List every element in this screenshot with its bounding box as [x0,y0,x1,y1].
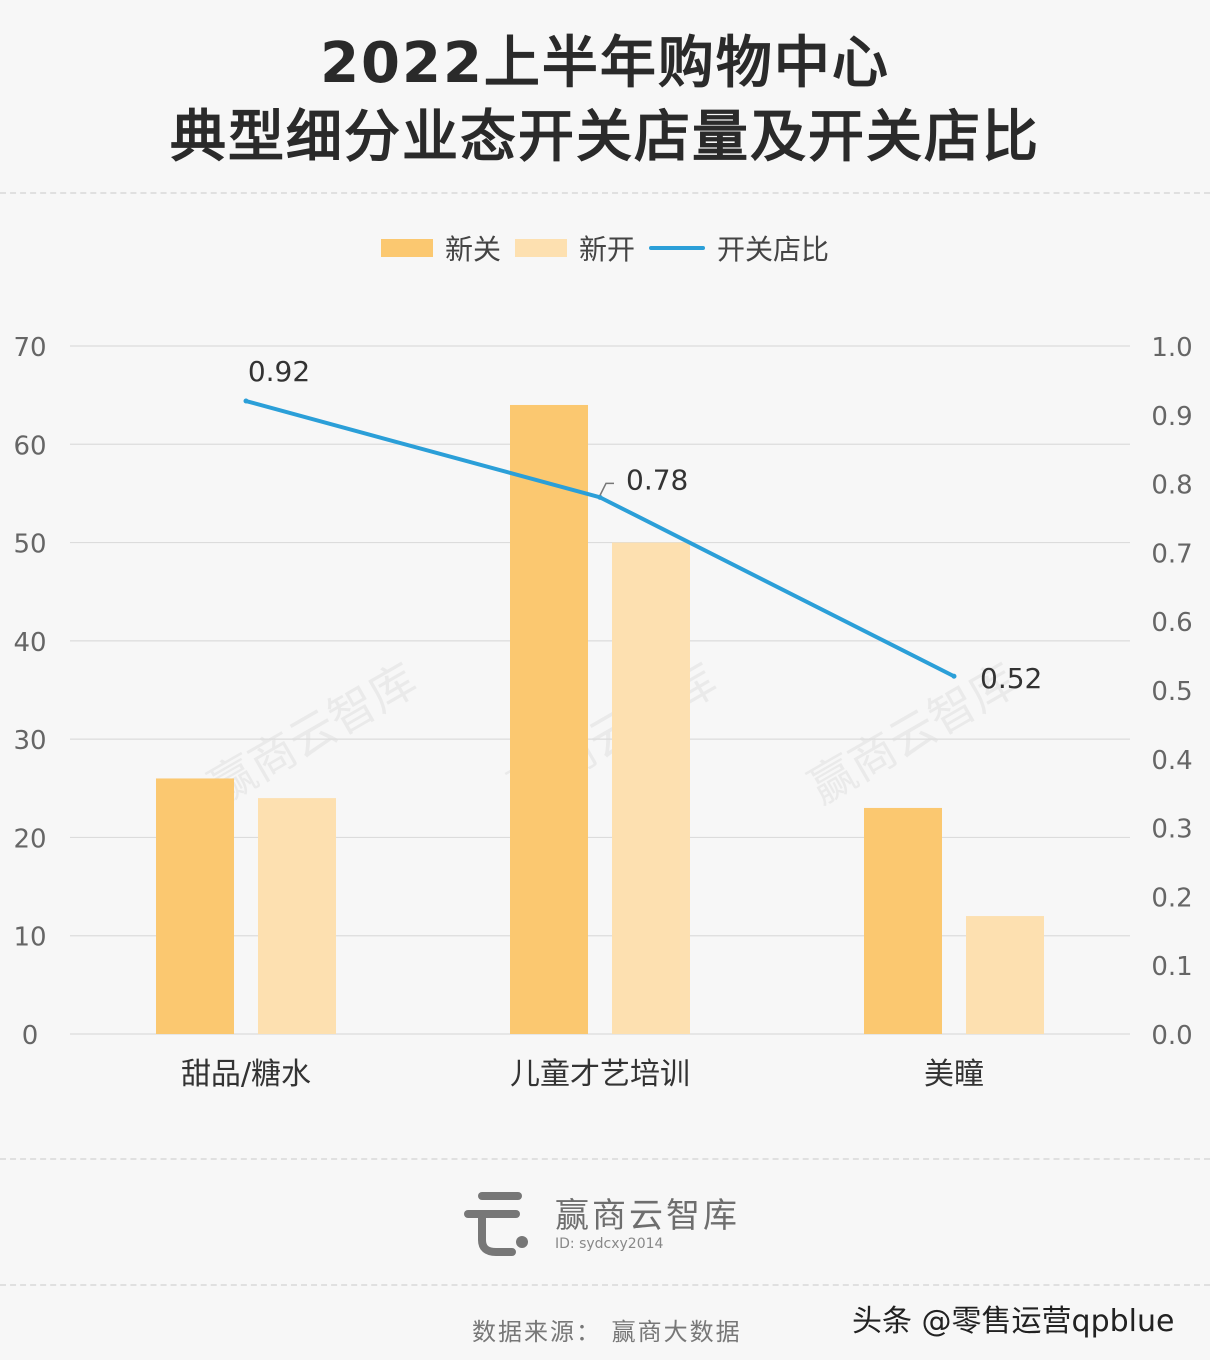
y-right-tick-label: 0.7 [1151,539,1192,569]
legend-swatch-closed [380,239,433,257]
y-right-tick-label: 0.4 [1151,746,1192,776]
y-left-tick-label: 50 [13,530,46,560]
bar-closed [156,778,234,1034]
y-right-tick-label: 0.6 [1151,608,1192,638]
y-right-tick-label: 1.0 [1151,333,1192,363]
y-right-tick-label: 0.8 [1151,471,1192,501]
bar-closed [510,404,588,1034]
platform-watermark: 头条 @零售运营qpblue [852,1304,1175,1339]
legend-label-ratio: 开关店比 [717,233,830,266]
brand-logo-icon [464,1192,528,1256]
bar-opened [612,542,690,1034]
data-source: 数据来源： 赢商大数据 [472,1318,742,1346]
legend-item-closed: 新关 [380,228,501,268]
ratio-data-label: 0.52 [980,662,1042,695]
ratio-point [951,673,957,679]
y-right-tick-label: 0.0 [1151,1021,1192,1051]
brand-id: ID: sydcxy2014 [555,1236,664,1252]
legend-swatch-opened [514,239,567,257]
x-tick-label: 美瞳 [924,1057,984,1092]
y-left-tick-label: 60 [13,431,46,461]
bar-opened [258,798,336,1034]
divider-top [0,192,1210,194]
ratio-data-label: 0.78 [626,463,688,496]
legend: 新关 新开 开关店比 [0,228,1210,268]
legend-label-closed: 新关 [444,233,501,266]
ratio-line [245,399,955,679]
chart-title-line2: 典型细分业态开关店量及开关店比 [170,105,1040,170]
brand-block: 赢商云智库 ID: sydcxy2014 [460,1186,780,1266]
ratio-label-leader [599,482,614,496]
y-right-tick-label: 0.9 [1151,402,1192,432]
y-left-tick-label: 20 [13,824,46,854]
x-tick-label: 甜品/糖水 [181,1057,311,1092]
x-tick-label: 儿童才艺培训 [510,1057,690,1092]
y-left-tick-label: 70 [13,333,46,363]
ratio-point [597,494,603,500]
bar-opened [966,916,1044,1034]
bar-closed [864,807,942,1034]
divider-bottom [0,1284,1210,1286]
y-right-tick-label: 0.2 [1151,883,1192,913]
y-right-tick-label: 0.1 [1151,952,1192,982]
legend-item-opened: 新开 [514,228,635,268]
legend-label-opened: 新开 [578,233,635,266]
y-right-tick-label: 0.3 [1151,815,1192,845]
y-left-tick-label: 30 [13,726,46,756]
ratio-data-label: 0.92 [248,355,310,388]
ratio-point [243,398,249,404]
chart-title-line1: 2022上半年购物中心 [320,31,890,96]
chart-canvas: 0 10 20 30 40 50 60 70 0.0 0.1 0.2 0.3 0.4 0.5 0.6 0.7 0… [13,333,1192,1092]
divider-middle [0,1158,1210,1160]
y-left-tick-label: 40 [13,628,46,658]
y-left-tick-label: 0 [22,1021,39,1051]
legend-swatch-ratio [649,246,705,250]
brand-name: 赢商云智库 [555,1196,740,1236]
legend-item-ratio: 开关店比 [649,228,829,268]
y-right-tick-label: 0.5 [1151,677,1192,707]
y-left-tick-label: 10 [13,923,46,953]
